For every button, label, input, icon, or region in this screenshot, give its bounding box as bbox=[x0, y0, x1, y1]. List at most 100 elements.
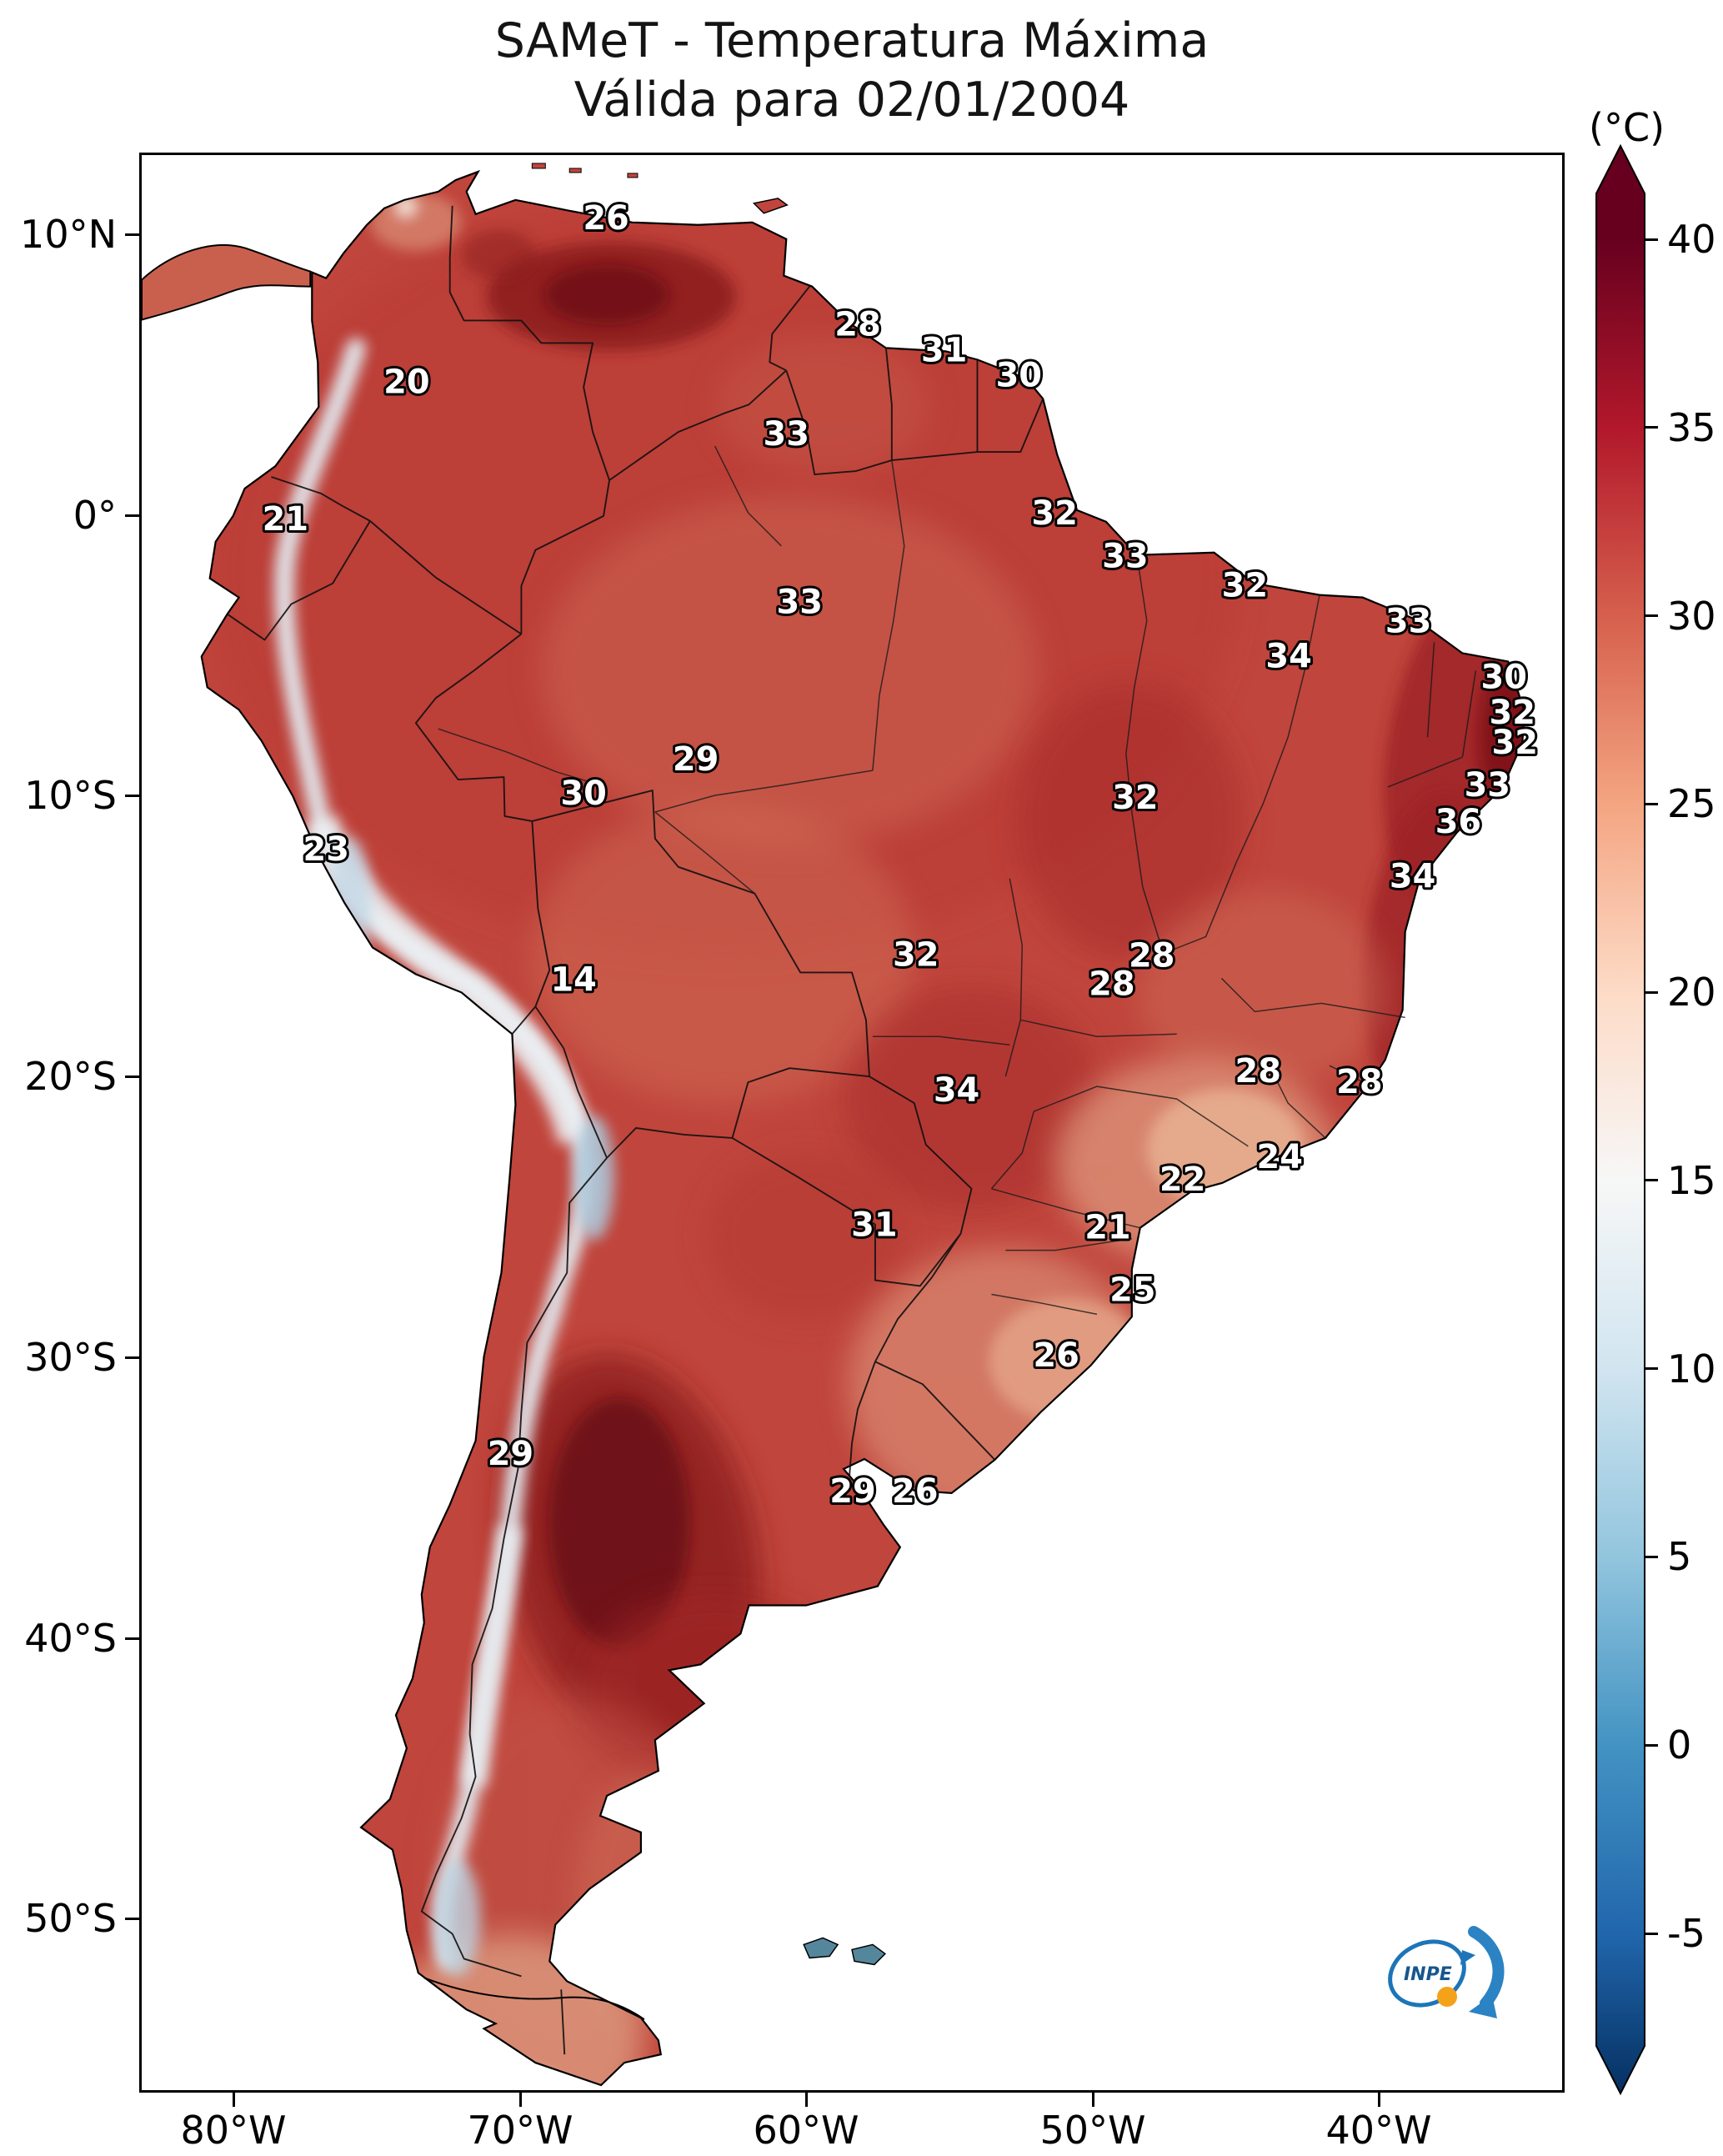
colorbar-tick-mark bbox=[1645, 1555, 1658, 1558]
temperature-value-label: 34 bbox=[934, 1071, 979, 1110]
colorbar-tick-label: 5 bbox=[1667, 1534, 1692, 1580]
x-axis-tick-label: 50°W bbox=[1039, 2108, 1146, 2153]
state-borders bbox=[438, 445, 1477, 1316]
x-axis-tick-mark bbox=[804, 2093, 808, 2107]
colorbar-tick-mark bbox=[1645, 1179, 1658, 1182]
colorbar bbox=[1595, 143, 1645, 2096]
colorbar-tick-label: 30 bbox=[1667, 593, 1716, 639]
colorbar-tick-mark bbox=[1645, 802, 1658, 805]
colorbar-tick-mark bbox=[1645, 614, 1658, 618]
logo-orbit-arrowhead bbox=[1460, 1950, 1475, 1965]
temperature-value-label: 33 bbox=[1102, 538, 1148, 576]
x-axis-tick-mark bbox=[1377, 2093, 1380, 2107]
y-axis-tick-mark bbox=[125, 1637, 139, 1640]
colorbar-tick-label: 40 bbox=[1667, 217, 1716, 262]
x-axis-tick-mark bbox=[232, 2093, 235, 2107]
logo-swoosh-arrow bbox=[1468, 1926, 1505, 2009]
colorbar-tick-label: 20 bbox=[1667, 970, 1716, 1015]
magellan-strait bbox=[423, 1977, 645, 2021]
x-axis-tick-mark bbox=[518, 2093, 522, 2107]
trinidad-island bbox=[752, 198, 789, 214]
y-axis-tick-label: 20°S bbox=[24, 1054, 117, 1099]
temperature-value-label: 20 bbox=[383, 363, 429, 401]
temperature-value-label: 32 bbox=[1031, 494, 1077, 533]
temperature-value-label: 24 bbox=[1256, 1138, 1302, 1176]
caribbean-islands bbox=[531, 163, 639, 178]
temperature-value-label: 28 bbox=[1089, 965, 1134, 1003]
logo-swoosh-arrowhead bbox=[1469, 1995, 1497, 2018]
panama-landmass bbox=[142, 244, 312, 321]
temperature-value-label: 26 bbox=[583, 199, 629, 238]
temperature-value-label: 26 bbox=[1033, 1336, 1079, 1375]
temperature-value-label: 32 bbox=[1112, 779, 1158, 817]
temperature-value-label: 21 bbox=[1084, 1209, 1130, 1247]
temperature-value-label: 26 bbox=[892, 1472, 938, 1511]
temperature-value-label: 25 bbox=[1109, 1271, 1155, 1309]
y-axis-tick-label: 0° bbox=[73, 493, 117, 538]
colorbar-tick-mark bbox=[1645, 426, 1658, 429]
y-axis-tick-mark bbox=[125, 1356, 139, 1359]
colorbar-tick-label: 25 bbox=[1667, 781, 1716, 827]
logo-planet-dot bbox=[1437, 1987, 1457, 2007]
temperature-value-label: 22 bbox=[1160, 1161, 1205, 1199]
y-axis-tick-label: 10°S bbox=[24, 773, 117, 818]
colorbar-tick-label: 0 bbox=[1667, 1722, 1692, 1768]
x-axis-tick-label: 60°W bbox=[753, 2108, 859, 2153]
colorbar-tick-label: -5 bbox=[1667, 1911, 1705, 1957]
colorbar-tick-mark bbox=[1645, 1743, 1658, 1747]
temperature-value-label: 29 bbox=[673, 740, 719, 779]
title-line2: Válida para 02/01/2004 bbox=[573, 72, 1130, 128]
y-axis-tick-mark bbox=[125, 794, 139, 797]
temperature-value-label: 32 bbox=[1489, 694, 1535, 732]
temperature-value-label: 33 bbox=[764, 415, 809, 454]
country-borders bbox=[227, 205, 1044, 2055]
falkland-islands bbox=[803, 1937, 887, 1966]
coastline bbox=[200, 169, 1526, 2087]
temperature-value-label: 34 bbox=[1265, 637, 1311, 675]
temperature-value-label: 31 bbox=[851, 1206, 897, 1245]
y-axis-tick-label: 50°S bbox=[24, 1896, 117, 1941]
colorbar-unit-label: (°C) bbox=[1589, 105, 1665, 150]
y-axis-tick-mark bbox=[125, 514, 139, 517]
y-axis-tick-mark bbox=[125, 1075, 139, 1078]
temperature-value-label: 31 bbox=[921, 331, 967, 369]
colorbar-tick-mark bbox=[1645, 1367, 1658, 1371]
inpe-logo: INPE bbox=[1375, 1913, 1509, 2030]
y-axis-tick-mark bbox=[125, 233, 139, 236]
temperature-value-label: 33 bbox=[1465, 766, 1510, 805]
temperature-value-label: 33 bbox=[776, 584, 822, 622]
x-axis-tick-label: 40°W bbox=[1325, 2108, 1432, 2153]
temperature-shading bbox=[201, 171, 1525, 2086]
temperature-value-label: 21 bbox=[263, 500, 308, 539]
y-axis-tick-mark bbox=[125, 1917, 139, 1920]
y-axis-tick-label: 10°N bbox=[20, 212, 117, 257]
logo-text: INPE bbox=[1404, 1964, 1452, 1985]
temperature-value-label: 32 bbox=[1222, 567, 1268, 605]
temperature-value-label: 14 bbox=[550, 960, 596, 999]
temperature-value-label: 28 bbox=[834, 305, 880, 343]
colorbar-tick-mark bbox=[1645, 990, 1658, 994]
temperature-value-label: 23 bbox=[303, 830, 348, 869]
colorbar-tick-mark bbox=[1645, 238, 1658, 241]
colorbar-tick-mark bbox=[1645, 1932, 1658, 1935]
x-axis-tick-label: 70°W bbox=[467, 2108, 573, 2153]
colorbar-bar bbox=[1595, 143, 1645, 2096]
x-axis-tick-mark bbox=[1091, 2093, 1094, 2107]
temperature-value-label: 29 bbox=[829, 1472, 875, 1511]
colorbar-tick-label: 10 bbox=[1667, 1346, 1716, 1391]
colorbar-tick-label: 35 bbox=[1667, 404, 1716, 450]
temperature-value-label: 28 bbox=[1336, 1063, 1382, 1101]
temperature-value-label: 30 bbox=[560, 775, 606, 813]
y-axis-tick-label: 30°S bbox=[24, 1335, 117, 1380]
temperature-value-label: 33 bbox=[1385, 603, 1431, 641]
colorbar-tick-label: 15 bbox=[1667, 1157, 1716, 1203]
page-title: SAMeT - Temperatura Máxima Válida para 0… bbox=[139, 12, 1565, 129]
temperature-value-label: 28 bbox=[1129, 936, 1175, 975]
map-frame: 26 28 31 30 20 33 21 32 33 32 33 34 33 30 32 32 29 30 32 33… bbox=[139, 153, 1565, 2093]
temperature-value-label: 36 bbox=[1435, 803, 1481, 841]
temperature-value-label: 30 bbox=[1481, 658, 1527, 696]
temperature-value-label: 32 bbox=[1491, 724, 1537, 762]
